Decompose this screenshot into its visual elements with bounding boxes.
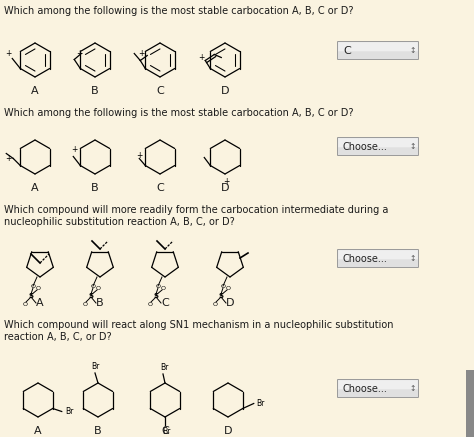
Text: A: A	[31, 86, 39, 96]
Text: O: O	[82, 302, 88, 306]
Text: B: B	[94, 426, 102, 436]
Text: +: +	[5, 154, 11, 163]
FancyBboxPatch shape	[337, 42, 419, 59]
Text: +: +	[223, 177, 229, 186]
Text: O: O	[30, 284, 36, 289]
Text: O: O	[155, 284, 161, 289]
Text: O: O	[147, 302, 153, 306]
Text: C: C	[156, 86, 164, 96]
Text: Which among the following is the most stable carbocation A, B, C or D?: Which among the following is the most st…	[4, 6, 354, 16]
Text: C: C	[161, 426, 169, 436]
FancyBboxPatch shape	[337, 250, 419, 267]
Text: Choose...: Choose...	[343, 142, 388, 152]
Text: B: B	[91, 183, 99, 193]
Text: Br: Br	[160, 363, 168, 372]
FancyBboxPatch shape	[337, 379, 419, 398]
Text: +: +	[138, 49, 145, 59]
Text: D: D	[224, 426, 232, 436]
Text: S: S	[28, 293, 34, 299]
Text: O: O	[36, 287, 40, 291]
Text: S: S	[89, 293, 93, 299]
Text: ↕: ↕	[410, 254, 416, 263]
FancyBboxPatch shape	[337, 138, 419, 156]
Text: D: D	[221, 183, 229, 193]
Text: Which among the following is the most stable carbocation A, B, C or D?: Which among the following is the most st…	[4, 108, 354, 118]
Text: O: O	[91, 284, 95, 289]
Text: A: A	[31, 183, 39, 193]
Text: O: O	[212, 302, 218, 306]
Text: O: O	[22, 302, 27, 306]
Text: C: C	[161, 298, 169, 308]
Text: +: +	[136, 152, 142, 160]
Text: ↕: ↕	[410, 384, 416, 393]
Text: O: O	[95, 287, 100, 291]
Text: Choose...: Choose...	[343, 253, 388, 264]
Text: ↕: ↕	[410, 142, 416, 151]
Text: Which compound will react along SN1 mechanism in a nucleophilic substitution
rea: Which compound will react along SN1 mech…	[4, 320, 393, 342]
Text: C: C	[343, 45, 351, 55]
Text: B: B	[91, 86, 99, 96]
Text: A: A	[36, 298, 44, 308]
Text: S: S	[219, 293, 224, 299]
Text: +: +	[5, 49, 11, 58]
Text: B: B	[96, 298, 104, 308]
Text: Br: Br	[162, 427, 170, 436]
Text: Choose...: Choose...	[343, 384, 388, 393]
Text: D: D	[226, 298, 234, 308]
Text: O: O	[220, 284, 226, 289]
Text: Br: Br	[91, 362, 99, 371]
Text: A: A	[34, 426, 42, 436]
Text: +: +	[198, 52, 204, 62]
Text: +: +	[71, 146, 77, 155]
Text: Which compound will more readily form the carbocation intermediate during a
nucl: Which compound will more readily form th…	[4, 205, 388, 227]
FancyBboxPatch shape	[338, 42, 418, 51]
Text: ↕: ↕	[410, 46, 416, 55]
Text: +: +	[76, 49, 82, 58]
FancyBboxPatch shape	[338, 380, 418, 389]
Text: C: C	[156, 183, 164, 193]
FancyBboxPatch shape	[338, 250, 418, 259]
FancyBboxPatch shape	[338, 138, 418, 147]
Text: O: O	[161, 287, 165, 291]
Text: Br: Br	[66, 407, 74, 416]
Text: S: S	[154, 293, 158, 299]
Text: O: O	[226, 287, 230, 291]
Text: D: D	[221, 86, 229, 96]
Bar	[466, 370, 474, 437]
Text: Br: Br	[257, 399, 265, 408]
